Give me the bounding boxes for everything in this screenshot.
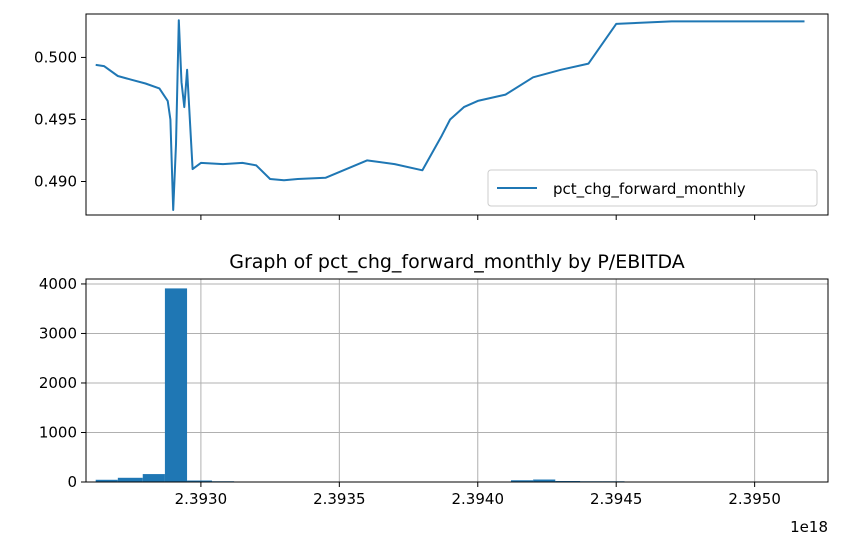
legend-box [487, 169, 818, 207]
histogram-bar [95, 479, 118, 482]
histogram-bar [142, 474, 165, 482]
top-line-panel: 0.490 0.495 0.500 pct_chg_forward_monthly [34, 13, 829, 220]
x-tick-label: 2.3930 [175, 490, 228, 508]
legend-label: pct_chg_forward_monthly [553, 180, 746, 199]
y-tick-label: 4000 [39, 275, 77, 293]
x-tick-label: 2.3935 [313, 490, 366, 508]
histogram-bar [533, 479, 556, 482]
x-tick-label: 2.3940 [452, 490, 505, 508]
top-axes-frame [85, 13, 829, 216]
bottom-histogram-panel: Graph of pct_chg_forward_monthly by P/EB… [39, 251, 829, 536]
y-tick-label: 0.500 [34, 48, 77, 66]
histogram-bar [510, 480, 534, 482]
x-offset-label: 1e18 [790, 518, 828, 536]
y-tick-label: 1000 [39, 423, 77, 441]
series-line-pct-chg-forward-monthly [95, 19, 805, 211]
legend: pct_chg_forward_monthly [487, 169, 818, 207]
chart-title: Graph of pct_chg_forward_monthly by P/EB… [229, 251, 685, 273]
y-tick-label: 0 [67, 473, 77, 491]
y-tick-label: 3000 [39, 324, 77, 342]
x-tick-label: 2.3950 [728, 490, 781, 508]
y-tick-label: 0.495 [34, 110, 77, 128]
histogram-bar [117, 477, 143, 482]
y-tick-label: 2000 [39, 374, 77, 392]
histogram-bar [187, 480, 212, 482]
bottom-axes-frame [85, 278, 829, 483]
histogram-bar [164, 288, 188, 482]
x-tick-label: 2.3945 [590, 490, 643, 508]
y-tick-label: 0.490 [34, 173, 77, 191]
